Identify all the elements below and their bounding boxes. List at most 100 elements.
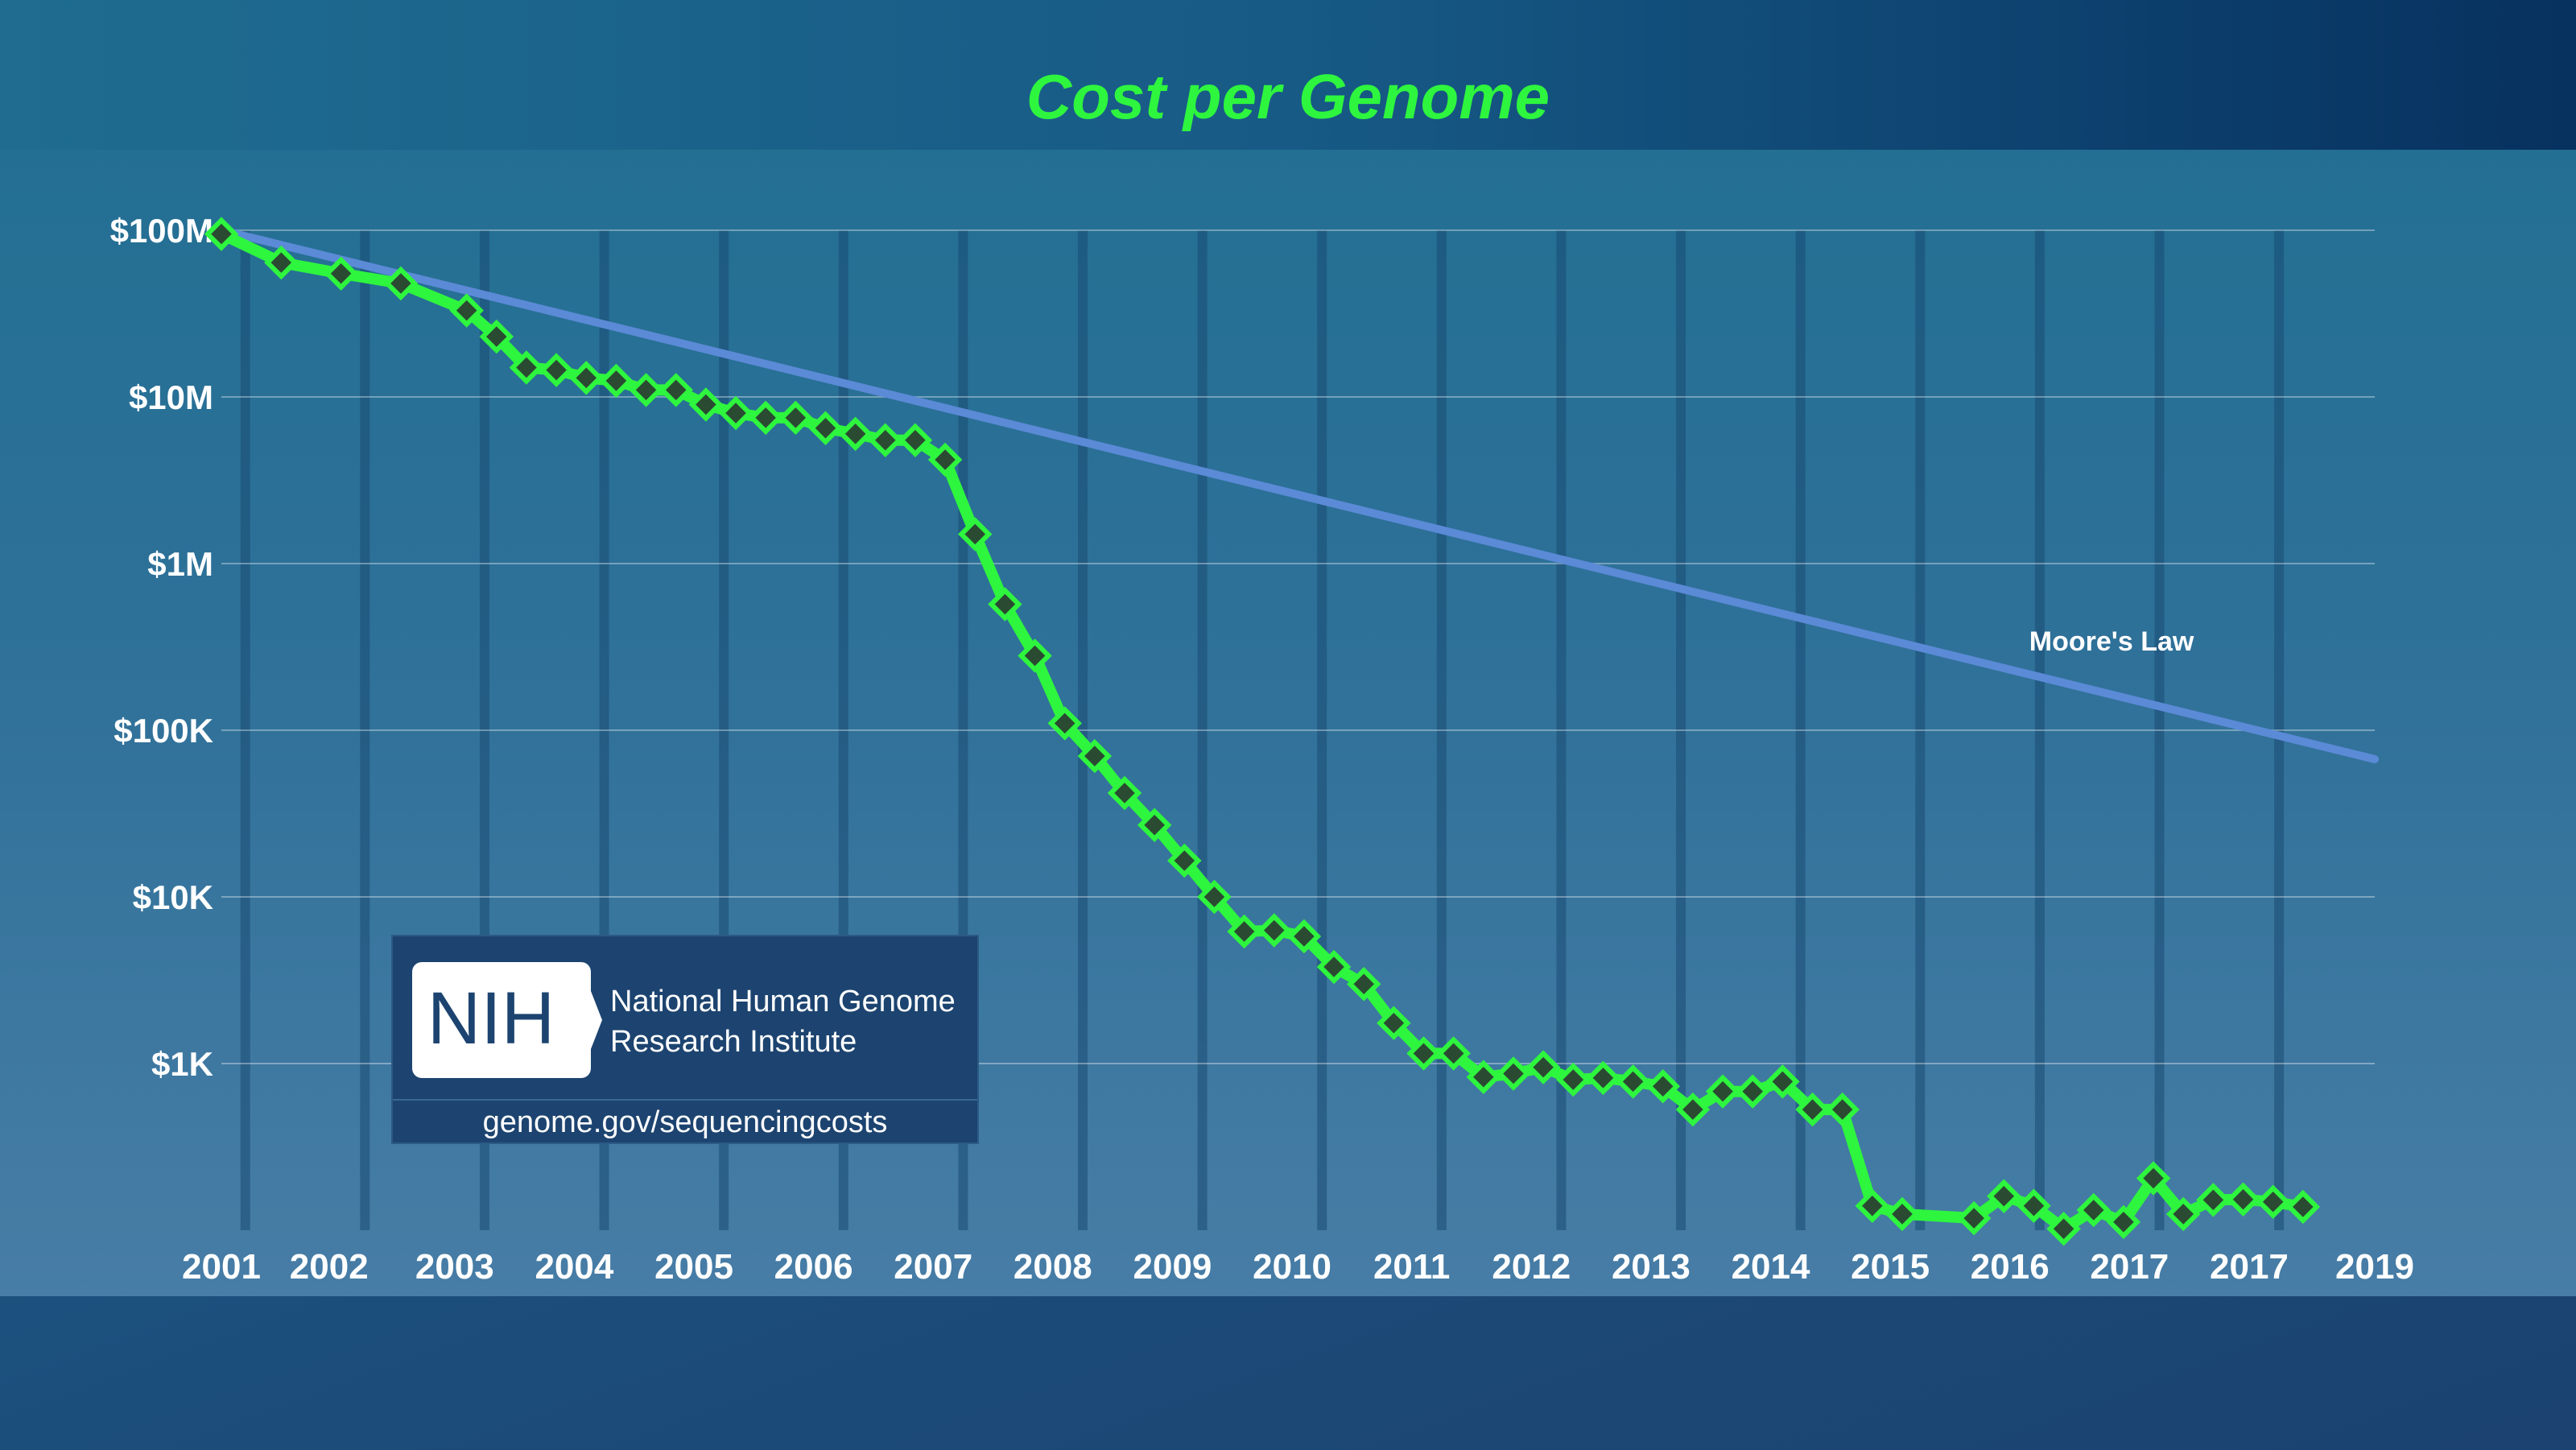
data-point-marker (1855, 1188, 1890, 1223)
y-tick-label: $10M (129, 378, 213, 416)
data-point-marker (2196, 1183, 2231, 1217)
x-tick-label: 2006 (774, 1247, 853, 1287)
x-tick-label: 2009 (1133, 1247, 1212, 1287)
data-point-marker (1047, 706, 1082, 741)
data-point-marker (599, 363, 634, 399)
data-point-marker (629, 373, 663, 407)
data-point-marker (1377, 1006, 1411, 1040)
data-point-marker (1406, 1036, 1441, 1071)
chart-title: Cost per Genome (1026, 61, 1550, 132)
nih-abbreviation: NIH (427, 977, 555, 1060)
data-point-marker (688, 387, 724, 422)
data-point-marker (927, 442, 963, 477)
data-point-marker (1675, 1092, 1711, 1127)
series-layer (204, 217, 2379, 1246)
data-point-marker (2165, 1196, 2201, 1232)
data-point-marker (658, 373, 693, 407)
data-point-marker (1765, 1064, 1800, 1099)
data-point-marker (509, 350, 544, 385)
y-tick-label: $100K (114, 712, 213, 750)
x-tick-label: 2001 (182, 1247, 261, 1287)
x-tick-label: 2002 (290, 1247, 369, 1287)
data-point-marker (1466, 1060, 1501, 1094)
data-point-marker (958, 517, 993, 551)
y-tick-label: $1M (147, 545, 213, 583)
vertical-band (1795, 230, 1806, 1230)
data-point-marker (988, 587, 1022, 622)
data-point-marker (539, 353, 574, 387)
vertical-band (2034, 230, 2045, 1230)
title-banner: Cost per Genome (0, 0, 2576, 150)
nih-badge: NIH (412, 962, 591, 1078)
nih-logo-header: NIH National Human Genome Research Insti… (393, 936, 977, 1099)
x-tick-label: 2003 (415, 1247, 494, 1287)
y-axis-labels: $100M $10M $1M $100K $10K $1K (110, 212, 213, 1083)
x-tick-label: 2008 (1013, 1247, 1092, 1287)
data-point-marker (868, 423, 903, 457)
data-point-marker (1956, 1200, 1992, 1236)
data-point-marker (1107, 775, 1142, 811)
data-point-marker (718, 395, 753, 431)
x-tick-label: 2011 (1373, 1247, 1450, 1287)
data-point-marker (1197, 879, 1232, 915)
gridlines (221, 229, 2375, 1064)
data-point-marker (1227, 914, 1261, 949)
institute-name-line1: National Human Genome (610, 985, 956, 1018)
data-point-marker (808, 411, 843, 445)
data-point-marker (1286, 919, 1322, 954)
data-point-marker (1525, 1050, 1561, 1084)
data-point-marker (2136, 1161, 2171, 1196)
x-tick-label: 2012 (1492, 1247, 1571, 1287)
data-point-marker (2226, 1182, 2260, 1217)
institute-name-line2: Research Institute (610, 1025, 857, 1059)
vertical-band (1915, 230, 1926, 1230)
data-point-marker (2256, 1184, 2290, 1219)
vertical-band (2274, 230, 2285, 1230)
moores-law-line (217, 226, 2379, 763)
x-tick-label: 2007 (894, 1247, 972, 1287)
data-point-marker (1167, 843, 1202, 878)
data-point-marker (2076, 1192, 2112, 1228)
data-point-marker (778, 400, 813, 436)
vertical-band (240, 230, 250, 1230)
data-point-marker (1556, 1062, 1591, 1097)
vertical-band (1317, 230, 1327, 1230)
annotations: Moore's Law (2029, 626, 2194, 657)
vertical-band (1078, 230, 1088, 1230)
data-point-marker (748, 400, 783, 436)
data-point-marker (1616, 1064, 1650, 1099)
x-tick-label: 2017 (2210, 1247, 2289, 1287)
data-point-marker (2285, 1189, 2321, 1225)
y-tick-label: $1K (151, 1045, 213, 1083)
data-point-marker (1735, 1074, 1770, 1109)
y-tick-label: $100M (110, 212, 213, 250)
vertical-band (360, 230, 370, 1230)
chevron-right-icon (555, 962, 602, 1078)
data-point-marker (1987, 1179, 2021, 1213)
x-tick-label: 2016 (1971, 1247, 2050, 1287)
data-point-marker (1645, 1069, 1681, 1104)
data-point-marker (1316, 949, 1352, 985)
vertical-band (2154, 230, 2165, 1230)
data-point-marker (1077, 738, 1113, 774)
vertical-band (1556, 230, 1567, 1230)
data-point-marker (1586, 1060, 1620, 1096)
data-point-marker (569, 361, 604, 395)
x-tick-label: 2004 (535, 1247, 613, 1287)
data-point-marker (1825, 1092, 1860, 1127)
data-point-marker (1496, 1056, 1531, 1091)
vertical-band (1676, 230, 1686, 1230)
x-tick-label: 2014 (1732, 1247, 1810, 1287)
data-point-marker (264, 245, 299, 280)
data-point-marker (1137, 808, 1172, 842)
data-point-marker (898, 423, 933, 457)
data-point-marker (2106, 1204, 2141, 1240)
data-point-marker (449, 293, 484, 328)
data-point-marker (1795, 1092, 1830, 1127)
vertical-band (1197, 230, 1208, 1230)
sequencing-costs-url: genome.gov/sequencingcosts (482, 1105, 888, 1139)
data-point-marker (1346, 966, 1381, 1002)
data-point-marker (838, 416, 873, 452)
vertical-band (1436, 230, 1447, 1230)
